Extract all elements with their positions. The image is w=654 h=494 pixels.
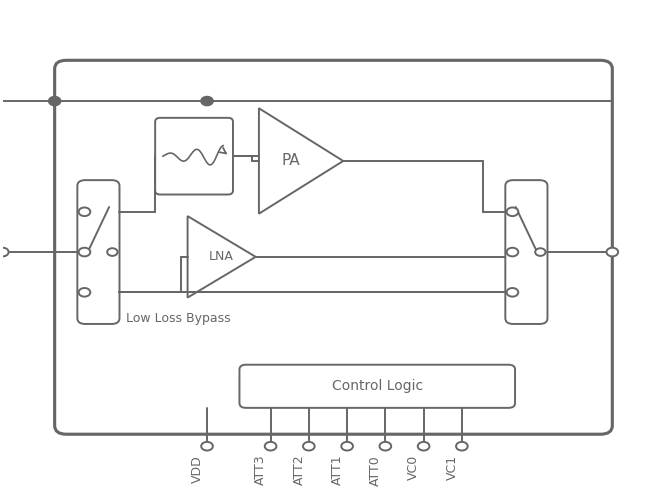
- Circle shape: [0, 247, 9, 256]
- Circle shape: [456, 442, 468, 451]
- Text: ATT3: ATT3: [254, 455, 267, 486]
- Circle shape: [201, 442, 213, 451]
- Circle shape: [507, 288, 518, 296]
- Text: ATT0: ATT0: [369, 455, 382, 486]
- Text: VC0: VC0: [407, 455, 421, 480]
- Circle shape: [265, 442, 277, 451]
- Circle shape: [507, 247, 518, 256]
- Circle shape: [78, 288, 90, 296]
- Circle shape: [303, 442, 315, 451]
- Text: VC1: VC1: [445, 455, 458, 480]
- Circle shape: [418, 442, 430, 451]
- Circle shape: [78, 207, 90, 216]
- Text: ATT1: ATT1: [331, 455, 344, 486]
- Circle shape: [341, 442, 353, 451]
- Circle shape: [379, 442, 391, 451]
- Circle shape: [78, 247, 90, 256]
- Text: PA: PA: [282, 154, 300, 168]
- Circle shape: [49, 97, 60, 105]
- Circle shape: [606, 247, 618, 256]
- Circle shape: [201, 97, 213, 105]
- Text: Low Loss Bypass: Low Loss Bypass: [126, 312, 231, 325]
- Circle shape: [107, 248, 118, 256]
- Text: Control Logic: Control Logic: [332, 379, 423, 393]
- Text: VDD: VDD: [191, 455, 204, 483]
- Text: ATT2: ATT2: [292, 455, 305, 486]
- Circle shape: [535, 248, 545, 256]
- Circle shape: [507, 207, 518, 216]
- Text: LNA: LNA: [209, 250, 234, 263]
